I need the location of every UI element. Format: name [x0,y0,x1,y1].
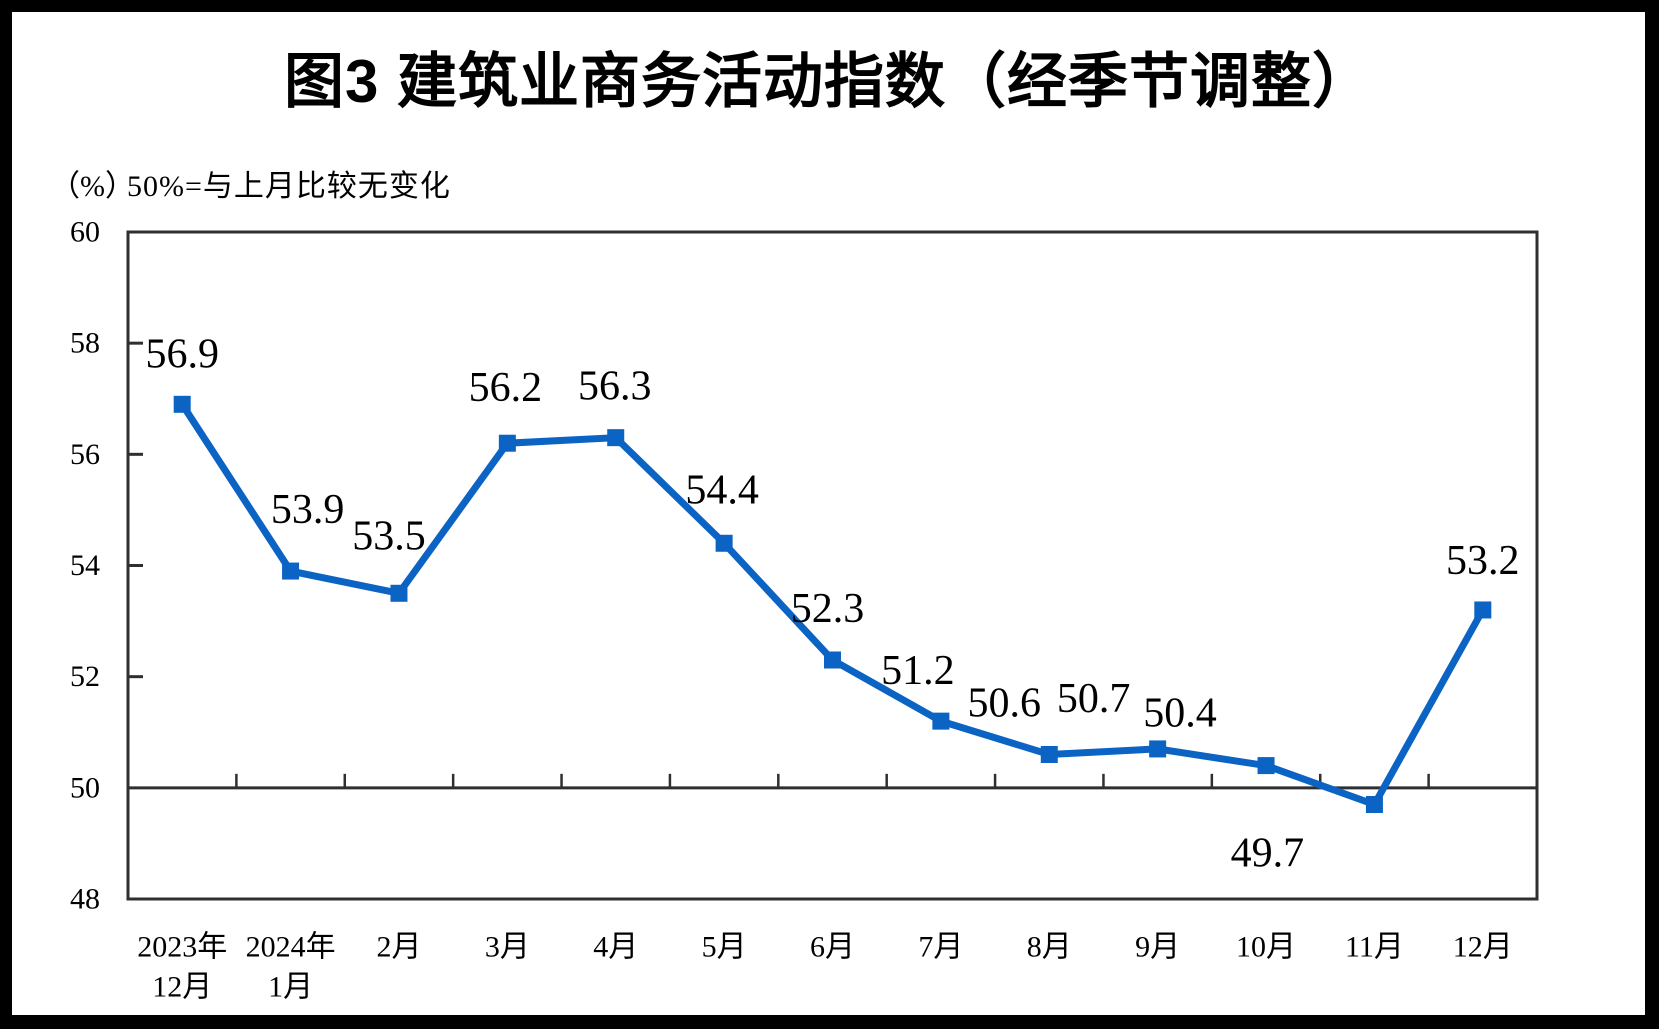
data-point-label: 56.9 [145,331,219,377]
data-point-label: 52.3 [791,586,865,632]
x-axis-label: 8月 [1027,931,1072,964]
data-point-marker [173,395,191,413]
data-point-marker [498,434,516,452]
data-point-label: 56.3 [578,364,652,410]
data-point-marker [390,584,408,602]
data-point-marker [932,712,950,730]
x-axis-label: 2023年 [137,931,227,964]
y-axis-label: 50 [70,771,100,804]
reference-note: 50%=与上月比较无变化 [127,170,451,203]
x-axis-label: 10月 [1236,931,1296,964]
x-axis-label: 2月 [376,931,421,964]
data-point-label: 51.2 [881,648,955,694]
data-point-label: 56.2 [469,365,543,411]
data-point-marker [1040,745,1058,763]
data-point-marker [1149,740,1167,758]
x-axis-label: 12月 [152,971,212,1004]
y-axis-label: 54 [70,549,100,582]
x-axis-label: 12月 [1453,931,1513,964]
data-point-marker [607,429,625,447]
plot-frame [126,230,1539,901]
x-axis-label: 4月 [593,931,638,964]
figure-canvas: 图3 建筑业商务活动指数（经季节调整） （%） 50%=与上月比较无变化 [12,12,1645,1015]
y-axis-label: 48 [70,883,100,916]
x-axis-label: 9月 [1135,931,1180,964]
y-axis-unit-label: （%） [50,170,135,203]
x-axis-label: 1月 [268,971,313,1004]
y-axis-label: 52 [70,660,100,693]
data-point-marker [282,562,300,580]
chart-title: 图3 建筑业商务活动指数（经季节调整） [283,48,1374,115]
data-point-label: 53.2 [1446,538,1520,584]
x-axis-label: 2024年 [246,931,336,964]
data-point-marker [1257,757,1275,775]
data-point-marker [824,651,841,669]
subtitle-row: （%） 50%=与上月比较无变化 [12,172,1645,208]
y-axis-label: 58 [70,327,100,360]
data-point-label: 53.9 [271,487,345,533]
x-axis-label: 3月 [485,931,530,964]
data-point-label: 54.4 [685,467,759,513]
x-axis-label: 11月 [1345,931,1404,964]
y-axis-label: 60 [70,216,100,249]
data-point-label: 50.7 [1057,676,1131,722]
x-axis-label: 5月 [702,931,747,964]
y-axis-label: 56 [70,438,100,471]
data-point-marker [715,534,733,552]
data-point-label: 53.5 [352,513,426,559]
data-point-marker [1365,796,1383,814]
x-axis-label: 6月 [810,931,855,964]
x-axis-label: 7月 [918,931,963,964]
data-point-label: 49.7 [1231,831,1305,877]
data-point-label: 50.6 [968,680,1042,726]
data-point-marker [1474,601,1492,619]
data-point-label: 50.4 [1143,691,1217,737]
